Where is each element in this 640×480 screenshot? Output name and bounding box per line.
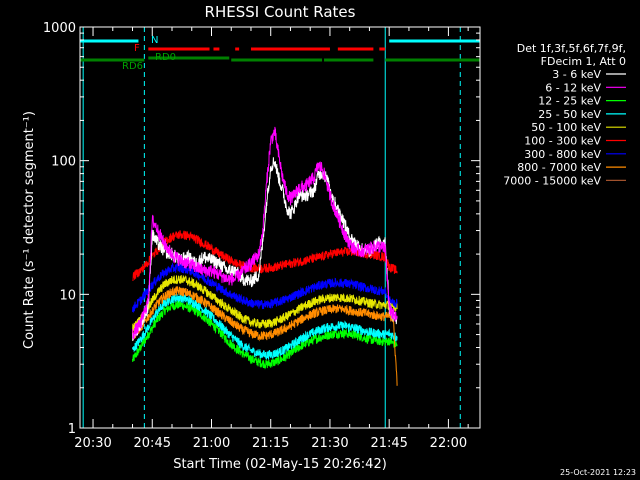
state-label-n: N — [151, 35, 158, 46]
y-tick-label: 1000 — [43, 21, 76, 36]
legend: Det 1f,3f,5f,6f,7f,9f,FDecim 1, Att 03 -… — [503, 42, 626, 187]
legend-entry-label: 50 - 100 keV — [531, 121, 601, 134]
chart-title: RHESSI Count Rates — [205, 3, 356, 21]
y-axis-label: Count Rate (s⁻¹ detector segment⁻¹) — [22, 111, 37, 349]
series-line-50-100keV — [132, 274, 398, 334]
x-tick-label: 21:30 — [311, 436, 348, 451]
legend-entry-label: 800 - 7000 keV — [517, 161, 601, 174]
series-line-12-25keV — [132, 300, 398, 370]
legend-header-line: FDecim 1, Att 0 — [541, 55, 626, 68]
y-tick-label: 100 — [51, 155, 76, 170]
attenuator-state-bars: NF RD0 RD6 — [80, 35, 480, 72]
legend-entry-label: 7000 - 15000 keV — [503, 174, 601, 187]
series-group — [82, 27, 461, 428]
x-axis-label: Start Time (02-May-15 20:26:42) — [173, 457, 387, 472]
plot-frame — [79, 26, 481, 429]
plot-area — [82, 27, 461, 428]
state-label-f: F — [134, 43, 140, 54]
legend-entry-label: 25 - 50 keV — [538, 108, 601, 121]
x-tick-label: 21:15 — [252, 436, 289, 451]
series-line-25-50keV — [132, 293, 398, 360]
series-line-6-12keV — [132, 126, 398, 340]
state-label-rd6: RD6 — [122, 61, 143, 72]
x-tick-label: 21:45 — [370, 436, 407, 451]
series-line-800-7000keV — [132, 285, 398, 386]
legend-entry-label: 6 - 12 keV — [545, 81, 601, 94]
axes: 1 10 100 1000 20:30 20:45 21:00 21:15 21:30 21:45… — [43, 21, 481, 451]
x-tick-label: 20:45 — [134, 436, 171, 451]
series-line-100-300keV — [132, 230, 398, 282]
x-tick-label: 22:00 — [430, 436, 467, 451]
legend-entry-label: 100 - 300 keV — [524, 135, 601, 148]
legend-header-line: Det 1f,3f,5f,6f,7f,9f, — [517, 42, 626, 55]
y-tick-label: 1 — [68, 422, 76, 437]
state-label-rd0: RD0 — [155, 52, 176, 63]
legend-entry-label: 12 - 25 keV — [538, 95, 601, 108]
x-tick-label: 21:00 — [193, 436, 230, 451]
legend-entry-label: 3 - 6 keV — [552, 68, 601, 81]
y-tick-label: 10 — [59, 288, 76, 303]
timestamp: 25-Oct-2021 12:23 — [560, 468, 636, 477]
legend-entry-label: 300 - 800 keV — [524, 148, 601, 161]
series-line-300-800keV — [132, 262, 398, 313]
x-tick-label: 20:30 — [74, 436, 111, 451]
